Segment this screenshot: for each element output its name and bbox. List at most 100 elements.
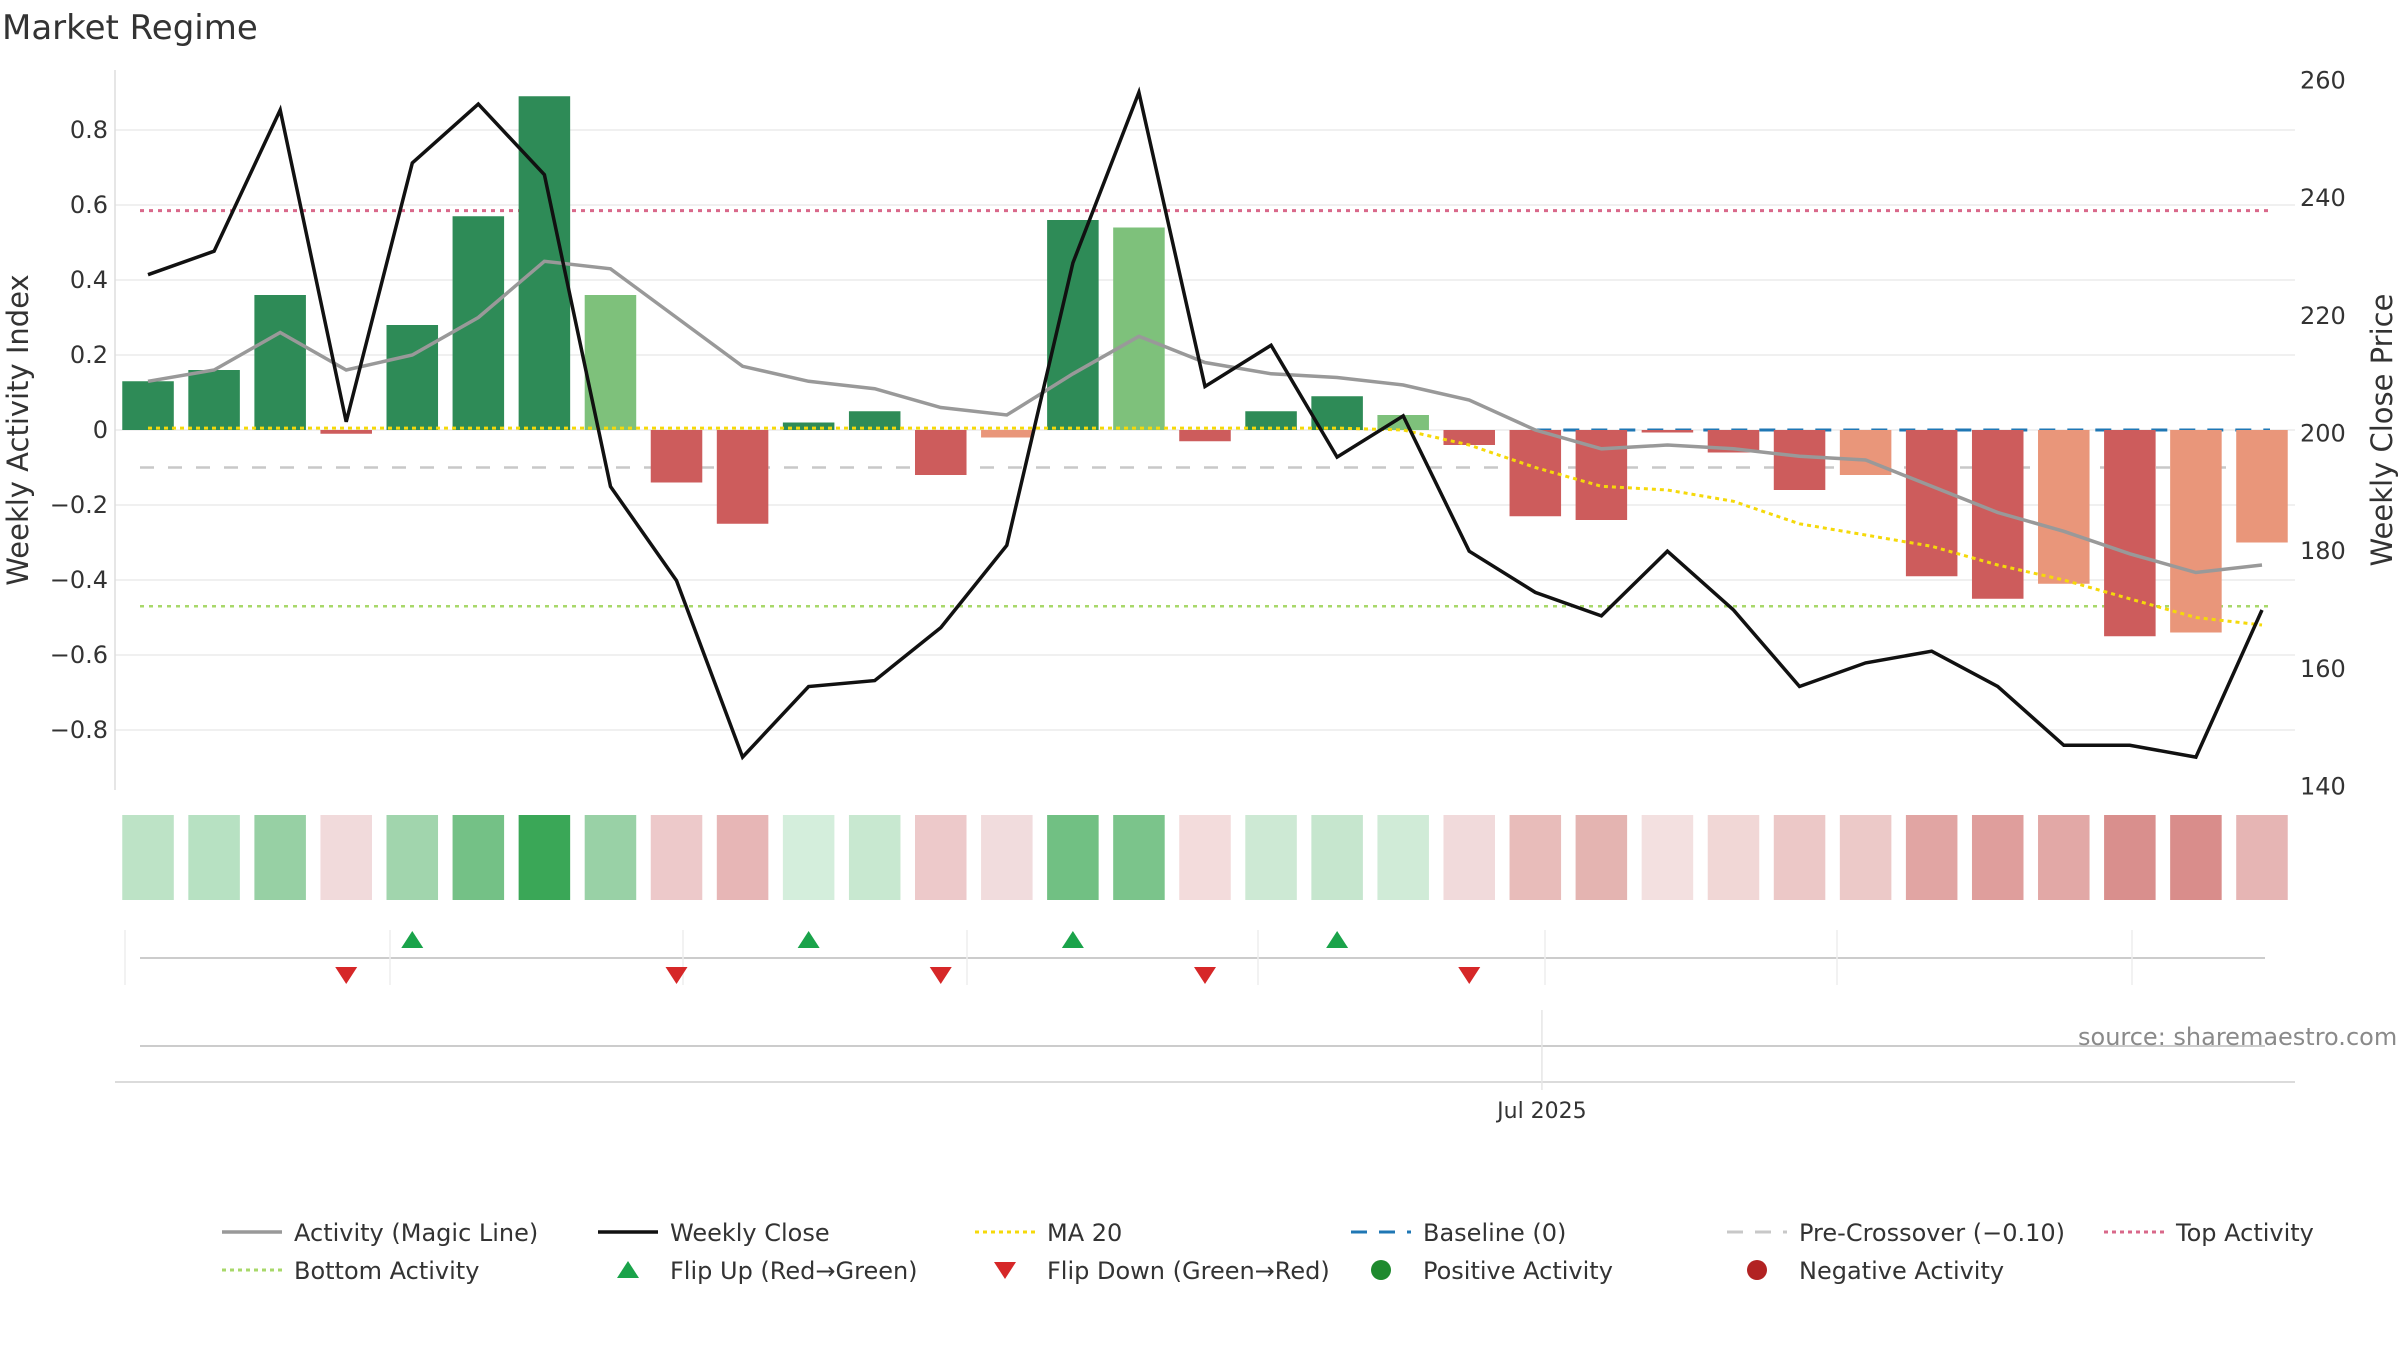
activity-bar <box>1641 430 1694 433</box>
heat-cell <box>1245 815 1297 900</box>
y2-tick-label: 140 <box>2300 772 2346 800</box>
activity-bar <box>1971 430 2024 599</box>
heat-cell <box>1971 815 2024 900</box>
activity-bar <box>650 430 703 483</box>
heat-cell <box>584 815 637 900</box>
y-tick-label: 0 <box>93 416 108 444</box>
activity-bar <box>188 370 240 430</box>
legend-swatch <box>617 1261 639 1278</box>
heat-cell <box>2038 815 2090 900</box>
legend-label: Weekly Close <box>670 1219 830 1247</box>
activity-bar <box>914 430 967 475</box>
ma20-line <box>148 426 2263 627</box>
activity-bar <box>452 216 505 430</box>
activity-bar <box>1443 430 1496 445</box>
legend-item: Positive Activity <box>1371 1257 1613 1285</box>
flip-down-marker <box>1458 967 1481 984</box>
activity-bar <box>1773 430 1826 490</box>
activity-bar <box>981 430 1033 438</box>
activity-bar <box>386 325 439 430</box>
activity-bar <box>1047 220 1099 430</box>
heat-cell <box>518 815 571 900</box>
y-axis-label: Weekly Activity Index <box>1 274 35 585</box>
heat-cell <box>1179 815 1231 900</box>
heat-cell <box>1047 815 1099 900</box>
y2-tick-label: 200 <box>2300 420 2346 448</box>
activity-bar <box>1245 411 1297 430</box>
legend-label: Flip Down (Green→Red) <box>1047 1257 1330 1285</box>
y2-tick-label: 180 <box>2300 537 2346 565</box>
legend-item: Pre-Crossover (−0.10) <box>1727 1219 2065 1247</box>
legend-label: Activity (Magic Line) <box>294 1219 538 1247</box>
y-tick-label: 0.2 <box>70 341 108 369</box>
flip-up-marker <box>1326 931 1349 948</box>
y-tick-label: −0.8 <box>50 716 108 744</box>
legend-label: Flip Up (Red→Green) <box>670 1257 918 1285</box>
y-tick-label: 0.8 <box>70 116 108 144</box>
activity-bar <box>1179 430 1231 442</box>
heat-cell <box>1905 815 1958 900</box>
legend-label: Negative Activity <box>1799 1257 2004 1285</box>
heat-cell <box>1575 815 1628 900</box>
activity-bar <box>1311 396 1363 430</box>
heat-cell <box>716 815 769 900</box>
flip-down-marker <box>335 967 358 984</box>
activity-bar <box>584 295 637 430</box>
activity-bar <box>2104 430 2156 637</box>
heat-cell <box>188 815 240 900</box>
activity-bar <box>716 430 769 524</box>
legend-label: Positive Activity <box>1423 1257 1613 1285</box>
activity-bar <box>320 430 372 434</box>
heat-cell <box>782 815 835 900</box>
weekly-close-line <box>147 86 2264 761</box>
y-tick-label: 0.6 <box>70 191 108 219</box>
legend-item: Top Activity <box>2104 1219 2314 1247</box>
heat-cell <box>1707 815 1760 900</box>
heat-cell <box>1509 815 1562 900</box>
activity-bar <box>848 411 901 430</box>
y2-tick-label: 260 <box>2300 67 2346 95</box>
y-tick-label: 0.4 <box>70 266 108 294</box>
flip-down-marker <box>665 967 688 984</box>
legend-item: Flip Up (Red→Green) <box>617 1257 918 1285</box>
activity-bar <box>1113 227 1165 430</box>
flip-down-marker <box>929 967 952 984</box>
heat-cell <box>1641 815 1694 900</box>
activity-bar <box>1377 415 1429 430</box>
heat-cell <box>914 815 967 900</box>
activity-bar <box>782 422 835 430</box>
heat-cell <box>2236 815 2288 900</box>
chart-title: Market Regime <box>2 8 258 48</box>
y2-axis-label: Weekly Close Price <box>2365 294 2399 567</box>
legend-label: Top Activity <box>2175 1219 2314 1247</box>
heat-cell <box>2104 815 2156 900</box>
y-tick-label: −0.6 <box>50 641 108 669</box>
heat-cell <box>452 815 505 900</box>
legend-swatch <box>994 1262 1016 1279</box>
legend-item: Baseline (0) <box>1351 1219 1566 1247</box>
heat-cell <box>386 815 439 900</box>
heat-cell <box>1839 815 1892 900</box>
y-tick-label: −0.4 <box>50 566 108 594</box>
heat-cell <box>254 815 306 900</box>
legend-item: Flip Down (Green→Red) <box>994 1257 1330 1285</box>
heat-cell <box>1773 815 1826 900</box>
legend-item: Activity (Magic Line) <box>222 1219 538 1247</box>
heat-cell <box>122 815 174 900</box>
heat-cell <box>981 815 1033 900</box>
flip-up-marker <box>1061 931 1084 948</box>
heat-cell <box>320 815 372 900</box>
activity-bar <box>2038 430 2090 584</box>
legend-item: MA 20 <box>975 1219 1122 1247</box>
y2-tick-label: 220 <box>2300 302 2346 330</box>
activity-bar <box>254 295 306 430</box>
legend-label: Pre-Crossover (−0.10) <box>1799 1219 2065 1247</box>
heat-cell <box>1311 815 1363 900</box>
activity-bar <box>122 381 174 430</box>
flip-up-marker <box>797 931 820 948</box>
heat-cell <box>848 815 901 900</box>
flip-up-marker <box>401 931 424 948</box>
legend-label: MA 20 <box>1047 1219 1122 1247</box>
y2-tick-label: 240 <box>2300 184 2346 212</box>
